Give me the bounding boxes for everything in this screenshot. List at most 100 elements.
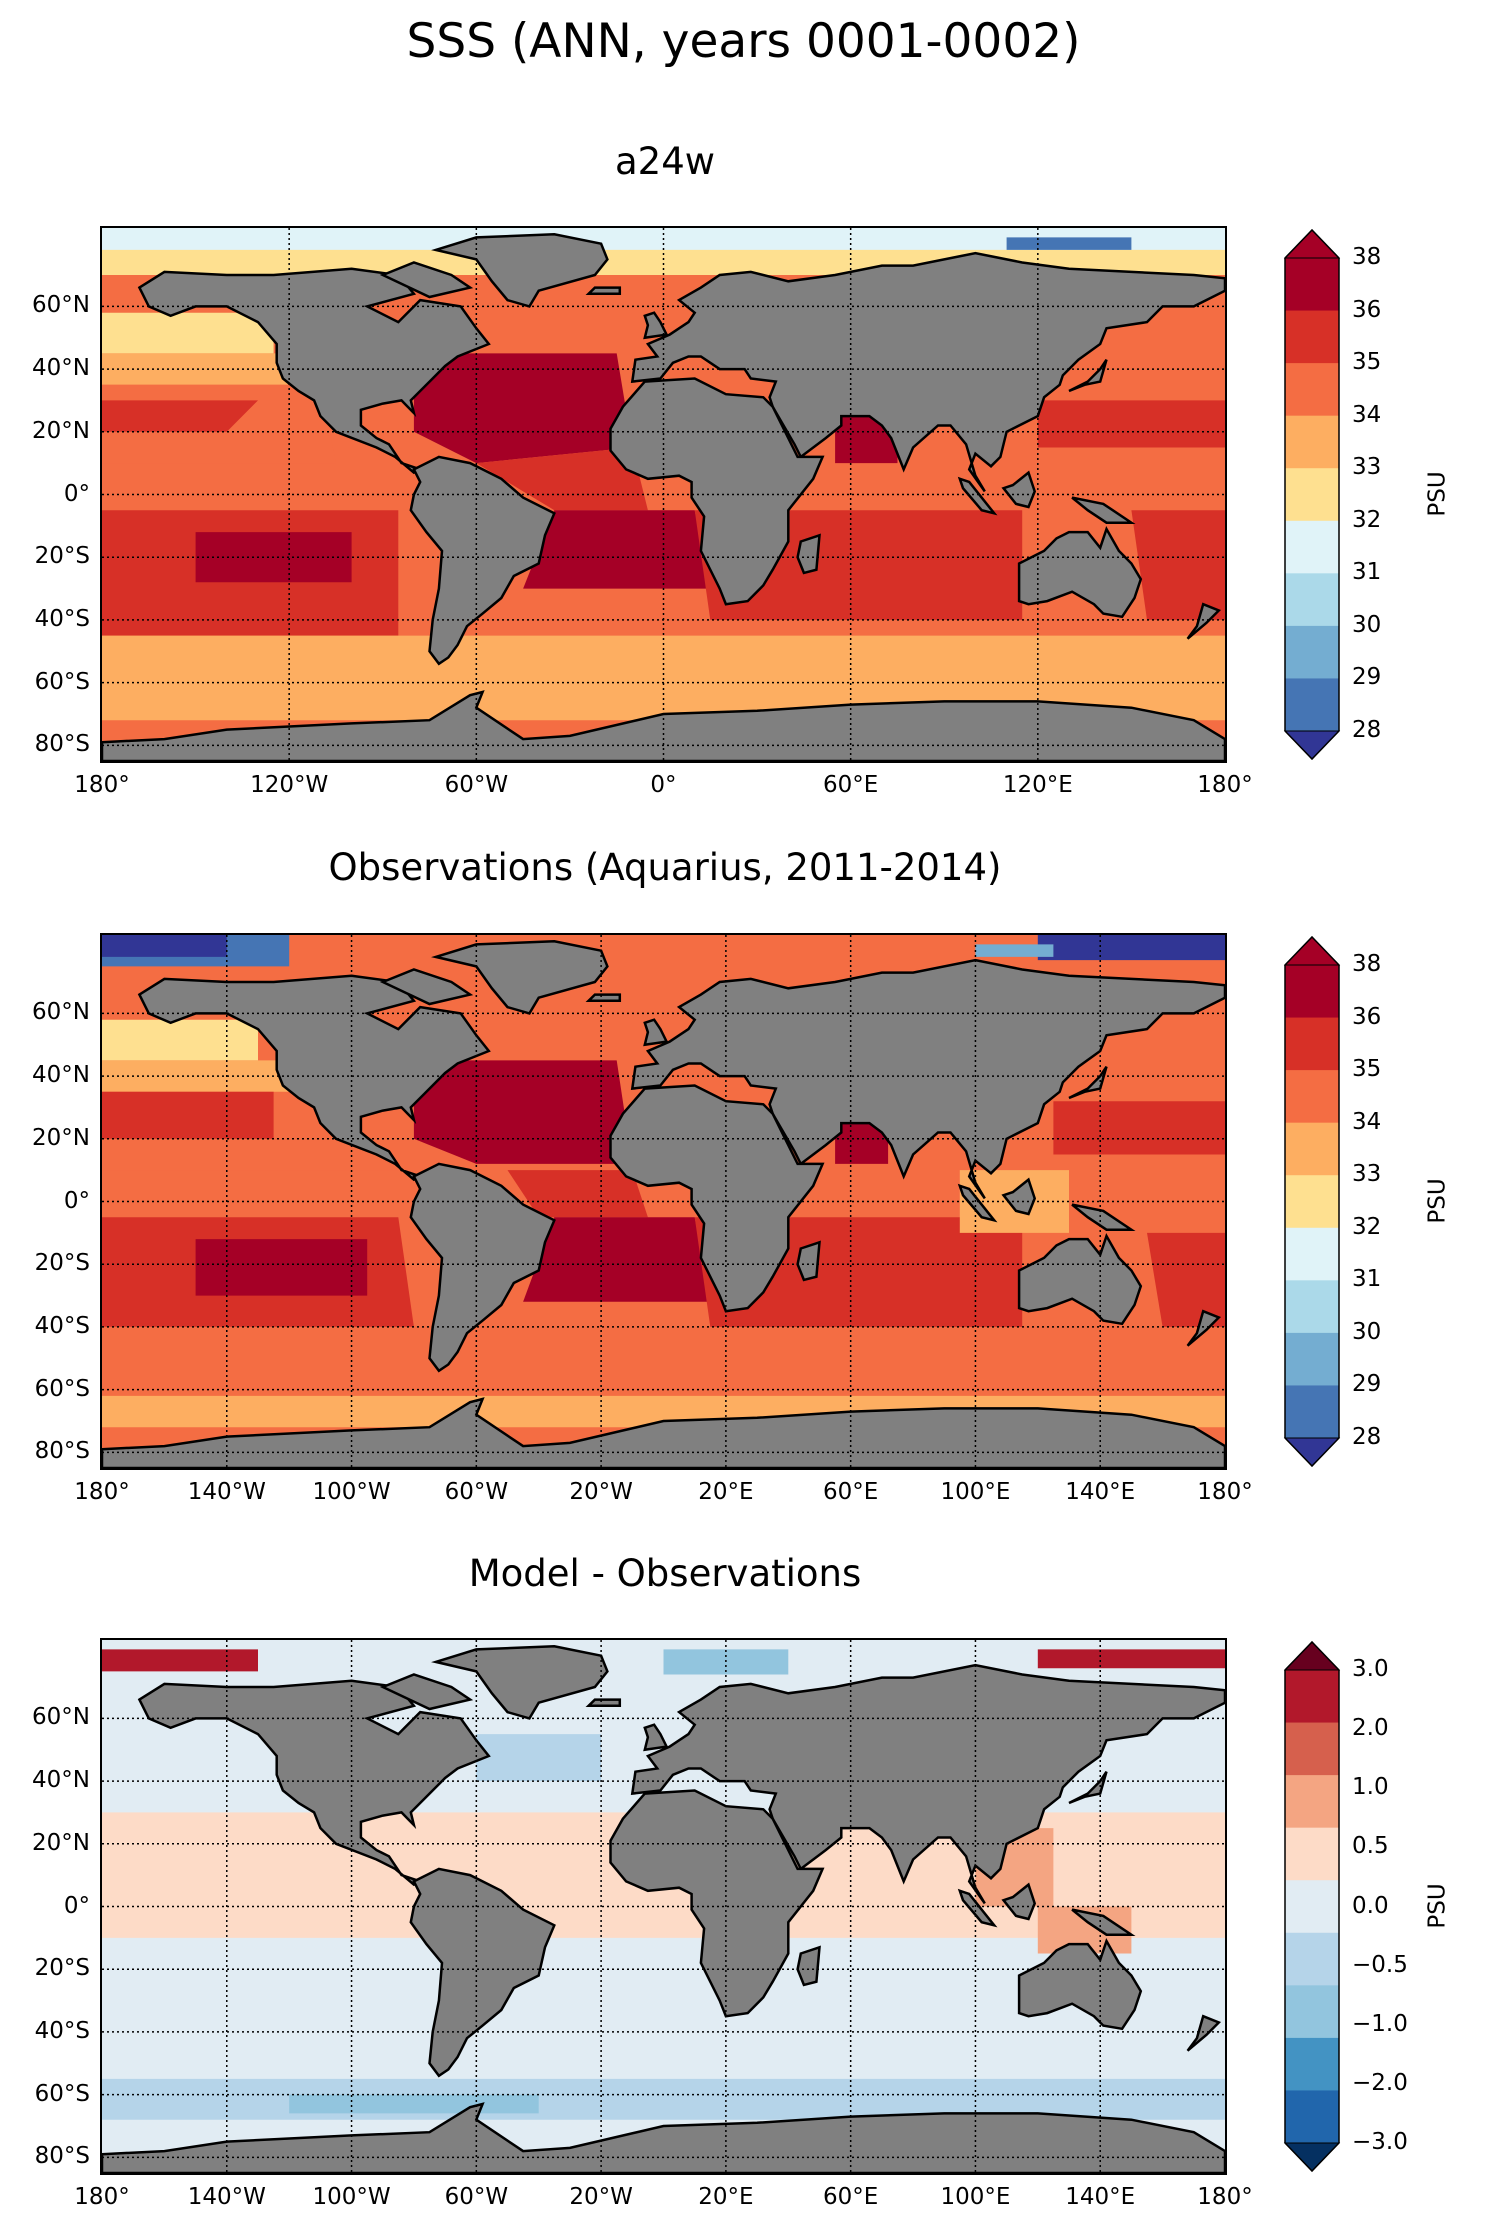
y-tick-label: 40°S [34, 1312, 90, 1339]
colorbar-segment [1285, 415, 1339, 469]
land-borneo [1001, 470, 1037, 509]
land-madagascar [796, 1240, 821, 1282]
x-tick-label: 140°E [1065, 1479, 1136, 1505]
colorbar-tick-label: 30 [1352, 611, 1382, 638]
land-nz [1186, 602, 1222, 640]
colorbar-unit-label: PSU [1424, 1882, 1451, 1929]
land-britain [643, 311, 669, 340]
colorbar-extend-min [1283, 1437, 1341, 1467]
panel-1-map [100, 226, 1227, 763]
y-tick-label: 80°S [34, 1438, 90, 1465]
salinity-field-region [523, 1217, 711, 1302]
panel-3-map [100, 1638, 1227, 2175]
colorbar-tick-label: 0.5 [1352, 1833, 1389, 1860]
x-tick-label: 120°E [1002, 772, 1073, 798]
x-tick-label: 0° [650, 772, 677, 798]
salinity-field-region [413, 353, 633, 464]
land-greenland [431, 233, 609, 308]
land-sumatra [957, 1888, 998, 1928]
land-australia [1017, 1232, 1143, 1326]
y-tick-label: 0° [63, 1187, 90, 1214]
colorbar-segment [1285, 1722, 1339, 1776]
y-tick-label: 40°N [32, 1062, 90, 1089]
x-tick-label: 140°W [187, 1479, 266, 1505]
land-baffin [379, 1673, 474, 1711]
land-sumatra [957, 1183, 998, 1223]
colorbar-tick-label: 31 [1352, 1266, 1382, 1293]
x-tick-label: 60°E [823, 772, 879, 798]
x-tick-label: 60°W [444, 2184, 509, 2210]
x-tick-label: 20°W [569, 1479, 633, 1505]
y-tick-label: 40°N [32, 1767, 90, 1794]
land-japan [1068, 1066, 1108, 1100]
y-tick-label: 0° [63, 1892, 90, 1919]
land-borneo [1001, 1177, 1037, 1216]
land-borneo [1001, 1882, 1037, 1921]
land-nz [1186, 1309, 1222, 1347]
colorbar-tick-label: 30 [1352, 1318, 1382, 1345]
colorbar-extend-min [1283, 2142, 1341, 2172]
colorbar-segment [1285, 1985, 1339, 2039]
x-tick-label: 60°E [823, 1479, 879, 1505]
land-japan [1068, 1771, 1108, 1805]
colorbar-segment [1285, 2090, 1339, 2144]
land-greenland [431, 1645, 609, 1720]
colorbar-tick-label: −2.0 [1352, 2069, 1408, 2096]
colorbar-segment [1285, 2037, 1339, 2091]
salinity-field-region [102, 400, 258, 432]
colorbar [1283, 935, 1341, 1468]
salinity-field-region [102, 635, 1225, 721]
x-tick-label: 100°E [940, 1479, 1011, 1505]
salinity-field-region [102, 1060, 290, 1092]
colorbar-tick-label: 32 [1352, 1213, 1382, 1240]
salinity-field-region [102, 353, 290, 385]
land-samerica [409, 455, 556, 666]
land-antarctica [102, 690, 1225, 761]
salinity-field-region [507, 1170, 648, 1218]
salinity-field-region [102, 935, 227, 957]
land-antarctica [102, 1397, 1225, 1468]
colorbar-tick-label: 38 [1352, 244, 1382, 270]
colorbar-tick-label: 35 [1352, 349, 1382, 376]
colorbar-unit-label: PSU [1424, 1177, 1451, 1224]
x-tick-label: 20°E [698, 1479, 754, 1505]
salinity-field-region [289, 2094, 539, 2114]
colorbar-extend-min [1283, 730, 1341, 760]
salinity-field-region [102, 312, 274, 354]
y-tick-label: 20°N [32, 417, 90, 444]
colorbar-tick-label: −1.0 [1352, 2010, 1408, 2037]
colorbar-segment [1285, 1385, 1339, 1439]
colorbar-tick-label: 31 [1352, 559, 1382, 586]
land-eurasia [630, 251, 1225, 493]
land-britain [643, 1018, 669, 1047]
salinity-field-region [102, 1091, 274, 1139]
salinity-field-region [476, 1734, 602, 1782]
x-tick-label: 180° [1197, 772, 1253, 798]
colorbar-extend-max [1283, 936, 1341, 966]
land-sumatra [957, 476, 998, 516]
colorbar-tick-label: 28 [1352, 717, 1382, 743]
y-tick-label: 20°S [34, 1250, 90, 1277]
colorbar-segment [1285, 1332, 1339, 1386]
land-greenland [431, 940, 609, 1015]
x-tick-label: 120°W [250, 772, 329, 798]
salinity-field-region [1131, 510, 1225, 620]
colorbar-segment [1285, 1827, 1339, 1881]
y-tick-label: 60°S [34, 1375, 90, 1402]
colorbar-outline [1284, 1640, 1340, 2173]
salinity-field-region [835, 1120, 889, 1164]
colorbar-tick-label: 34 [1352, 1108, 1382, 1135]
land-madagascar [796, 1945, 821, 1987]
land-baffin [379, 261, 474, 299]
x-tick-label: 100°E [940, 2184, 1011, 2210]
colorbar-segment [1285, 1017, 1339, 1071]
colorbar-segment [1285, 1280, 1339, 1334]
colorbar-segment [1285, 573, 1339, 627]
x-tick-label: 100°W [312, 2184, 391, 2210]
colorbar-segment [1285, 1880, 1339, 1934]
x-tick-label: 180° [1197, 2184, 1253, 2210]
colorbar-tick-label: −0.5 [1352, 1951, 1408, 1978]
salinity-field-region [975, 944, 1054, 957]
colorbar-segment [1285, 310, 1339, 364]
y-tick-label: 60°S [34, 2080, 90, 2107]
